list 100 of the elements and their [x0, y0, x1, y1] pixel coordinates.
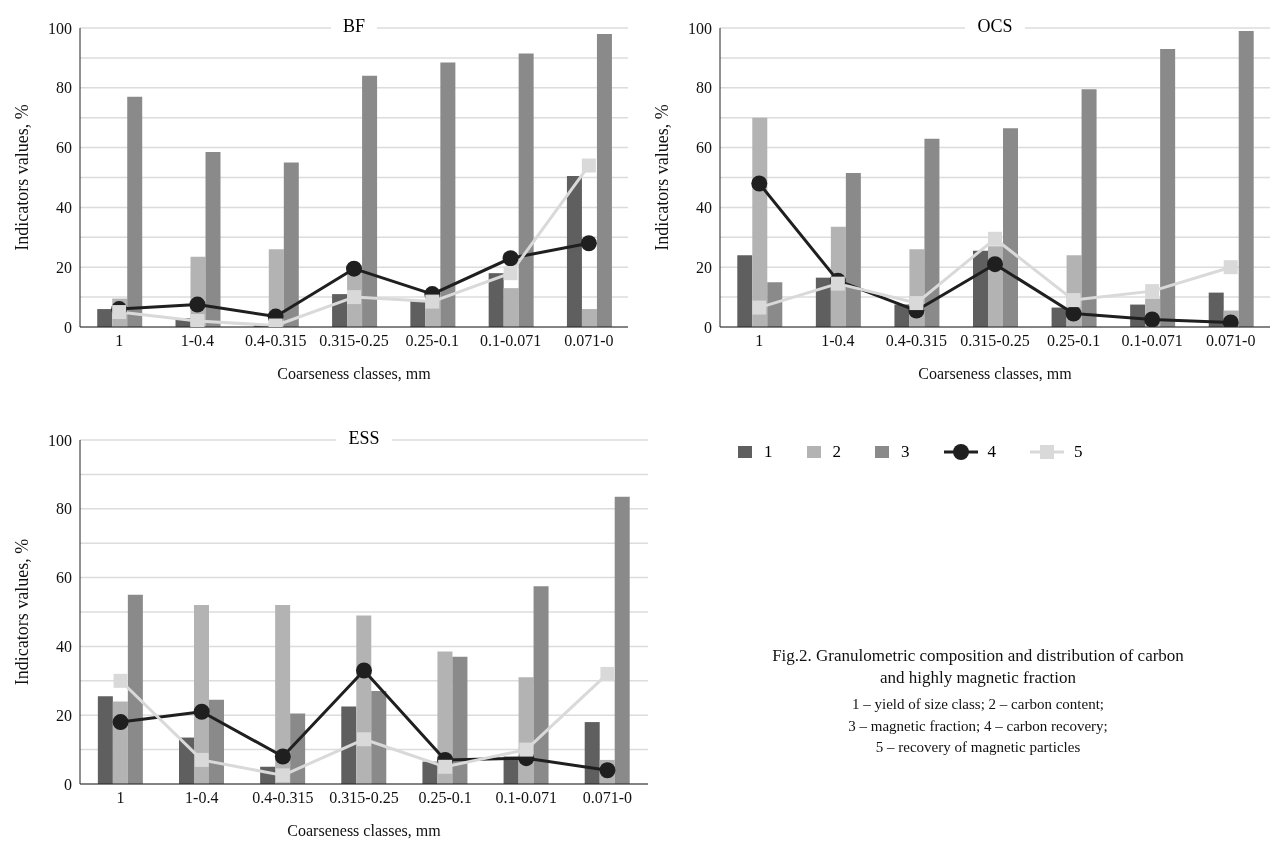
bar — [533, 586, 549, 784]
y-axis-title: Indicators values, % — [652, 104, 673, 251]
chart-title: ESS — [336, 428, 392, 448]
text: 1 – yield of size class; 2 – carbon content; — [851, 695, 1105, 715]
text: 5 – recovery of magnetic particles — [874, 738, 1082, 758]
point — [194, 752, 209, 767]
y-axis-title: Indicators values, % — [12, 538, 33, 686]
bar — [503, 288, 519, 327]
point — [600, 666, 615, 681]
x-tick-label: 0.1-0.071 — [479, 332, 542, 350]
x-axis-title: Coarseness classes, mm — [277, 365, 432, 382]
bar — [584, 722, 600, 784]
x-tick-label: 0.315-0.25 — [960, 332, 1030, 350]
point — [189, 296, 206, 313]
caption: Fig.2. Granulometric composition and distribution of carbon and highly magnetic fraction — [771, 645, 1185, 690]
bar — [452, 656, 468, 784]
bar — [767, 282, 783, 327]
x-tick-label: 1 — [755, 332, 764, 350]
point — [987, 256, 1003, 273]
y-tick-label: 100 — [688, 19, 712, 37]
y-tick-label: 20 — [56, 706, 72, 724]
bar — [581, 309, 597, 327]
y-tick-label: 100 — [48, 19, 72, 37]
point — [502, 250, 519, 267]
point — [1065, 305, 1082, 322]
point — [503, 266, 518, 281]
point — [112, 714, 129, 731]
point — [581, 158, 596, 173]
bar — [566, 176, 582, 327]
bar — [845, 173, 861, 327]
point — [425, 294, 440, 309]
x-tick-label: 0.1-0.071 — [1121, 332, 1183, 350]
bar — [440, 62, 456, 327]
y-tick-label: 80 — [56, 500, 72, 518]
point — [909, 296, 924, 311]
y-tick-label: 20 — [696, 258, 712, 276]
legend-label: 2 — [832, 442, 841, 462]
x-tick-label: 0.315-0.25 — [329, 789, 399, 807]
bar — [208, 699, 224, 784]
bar — [614, 496, 630, 784]
bar — [737, 255, 753, 327]
bar — [924, 138, 940, 327]
point — [580, 235, 597, 252]
y-tick-label: 60 — [696, 139, 712, 157]
y-tick-label: 60 — [56, 139, 72, 157]
y-tick-label: 40 — [56, 199, 72, 217]
point — [113, 673, 128, 688]
bar — [127, 594, 143, 784]
bar — [97, 696, 113, 784]
legend-label: 5 — [1074, 442, 1083, 462]
point — [1223, 260, 1238, 275]
x-tick-label: 1-0.4 — [821, 332, 855, 350]
y-tick-label: 0 — [704, 318, 712, 336]
point — [752, 300, 767, 315]
y-tick-label: 0 — [64, 318, 72, 336]
bar — [488, 273, 504, 327]
x-axis-title: Coarseness classes, mm — [287, 822, 442, 839]
y-tick-label: 100 — [48, 431, 72, 449]
point — [275, 768, 290, 783]
point — [599, 762, 616, 779]
y-tick-label: 20 — [56, 258, 72, 276]
legend-label: 3 — [901, 442, 910, 462]
y-axis-title: Indicators values, % — [12, 104, 33, 251]
point — [190, 314, 205, 327]
x-tick-label: 1-0.4 — [185, 789, 219, 807]
bar — [973, 250, 988, 327]
x-tick-label: 0.25-0.1 — [405, 332, 459, 350]
point — [347, 290, 361, 305]
bar — [362, 75, 378, 327]
bar — [371, 691, 387, 784]
bar — [205, 152, 221, 327]
x-tick-label: 1-0.4 — [180, 332, 215, 350]
point — [1066, 293, 1081, 308]
bar — [127, 96, 143, 327]
bar — [1081, 89, 1097, 327]
point — [346, 260, 362, 277]
legend-label: 4 — [987, 442, 996, 462]
point — [112, 305, 127, 320]
point — [751, 175, 768, 192]
point — [357, 732, 371, 747]
bar — [1238, 30, 1254, 327]
bar — [815, 277, 831, 327]
bar — [1160, 48, 1176, 327]
bar — [341, 706, 357, 784]
x-tick-label: 0.071-0 — [564, 332, 614, 350]
bar — [518, 53, 534, 327]
x-tick-label: 0.25-0.1 — [418, 789, 472, 807]
point — [356, 662, 372, 679]
bar — [1003, 128, 1018, 327]
point — [193, 703, 210, 720]
x-tick-label: 0.071-0 — [1206, 332, 1256, 350]
x-tick-label: 1 — [115, 332, 124, 350]
y-tick-label: 0 — [64, 775, 72, 793]
point — [438, 759, 453, 774]
x-tick-label: 0.25-0.1 — [1046, 332, 1101, 350]
point — [830, 276, 845, 291]
y-tick-label: 40 — [696, 199, 712, 217]
y-tick-label: 80 — [696, 79, 712, 97]
legend-label: 1 — [764, 442, 773, 462]
point — [1145, 284, 1160, 299]
